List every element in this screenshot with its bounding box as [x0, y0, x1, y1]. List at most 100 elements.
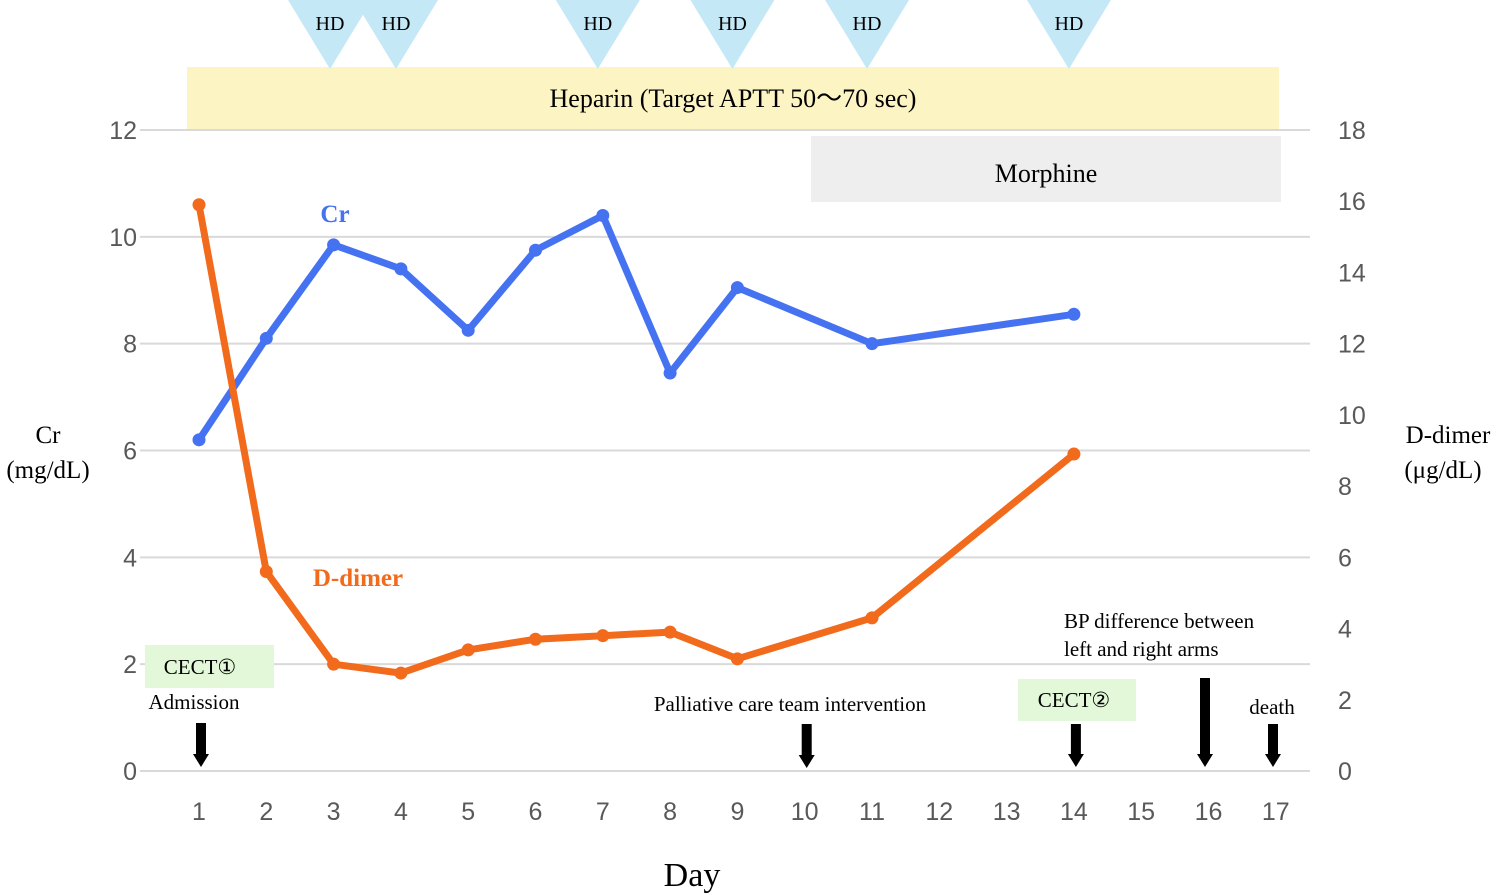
- y-left-label-line2: (mg/dL): [6, 457, 89, 484]
- y-left-tick-10: 10: [109, 224, 137, 252]
- event-label-bp-line2: left and right arms: [1064, 637, 1219, 661]
- point-cr-day-1: [192, 433, 206, 447]
- point-d-dimer-day-5: [461, 643, 475, 657]
- series-lines: Cr D-dimer: [192, 198, 1081, 680]
- x-tick-15: 15: [1127, 798, 1155, 826]
- y-right-tick-10: 10: [1338, 402, 1366, 430]
- y-left-label-line1: Cr: [36, 422, 62, 449]
- hd-label-6: HD: [1054, 13, 1083, 35]
- x-tick-7: 7: [596, 798, 610, 826]
- hd-label-4: HD: [718, 13, 747, 35]
- x-axis-title: Day: [664, 857, 721, 894]
- x-tick-11: 11: [859, 798, 885, 826]
- y-right-tick-12: 12: [1338, 331, 1366, 359]
- hd-markers: HD HD HD HD HD HD: [288, 0, 1111, 69]
- point-cr-day-2: [259, 331, 273, 345]
- point-cr-day-11: [865, 337, 879, 351]
- point-cr-day-5: [461, 323, 475, 337]
- y-left-tick-0: 0: [123, 758, 137, 786]
- cect-box-1: [145, 645, 274, 688]
- hd-label-5: HD: [853, 13, 882, 35]
- x-tick-13: 13: [993, 798, 1021, 826]
- point-cr-day-4: [394, 262, 408, 276]
- band-heparin: [187, 67, 1279, 129]
- event-arrow-day-17: [1265, 724, 1281, 767]
- cect-label-1: CECT①: [164, 655, 237, 679]
- point-d-dimer-day-11: [865, 611, 879, 625]
- point-cr-day-3: [327, 238, 341, 252]
- hd-label-1: HD: [316, 13, 345, 35]
- x-tick-3: 3: [327, 798, 341, 826]
- point-d-dimer-day-3: [327, 657, 341, 671]
- x-tick-4: 4: [394, 798, 408, 826]
- y-right-tick-6: 6: [1338, 544, 1352, 572]
- point-d-dimer-day-4: [394, 666, 408, 680]
- y-left-tick-2: 2: [123, 651, 137, 679]
- y-right-tick-2: 2: [1338, 687, 1352, 715]
- y-left-tick-12: 12: [109, 117, 137, 145]
- x-tick-8: 8: [663, 798, 677, 826]
- point-cr-day-9: [730, 281, 744, 295]
- y-right-label-line2: (μg/dL): [1404, 457, 1481, 484]
- y-right-tick-8: 8: [1338, 473, 1352, 501]
- point-d-dimer-day-1: [192, 198, 206, 212]
- hd-marker-4: [690, 0, 775, 69]
- point-d-dimer-day-9: [730, 652, 744, 666]
- hd-marker-3: [555, 0, 640, 69]
- event-arrow-day-16: [1197, 678, 1213, 767]
- hd-label-2: HD: [382, 13, 411, 35]
- point-cr-day-14: [1067, 307, 1081, 321]
- y-right-label-line1: D-dimer: [1406, 422, 1491, 449]
- x-tick-5: 5: [461, 798, 475, 826]
- right-axis-ticks: 0 2 4 6 8 10 12 14 16 18: [1338, 117, 1366, 786]
- therapy-bands: Heparin (Target APTT 50～70 sec) Morphine: [187, 67, 1281, 202]
- y-right-tick-14: 14: [1338, 259, 1366, 287]
- event-arrow-day-10: [798, 724, 815, 768]
- x-tick-2: 2: [259, 798, 273, 826]
- y-right-tick-4: 4: [1338, 616, 1352, 644]
- x-tick-14: 14: [1060, 798, 1088, 826]
- point-d-dimer-day-14: [1067, 447, 1081, 461]
- cect-box-2: [1018, 679, 1136, 721]
- hd-marker-2: [354, 0, 438, 69]
- x-tick-10: 10: [791, 798, 819, 826]
- x-tick-16: 16: [1195, 798, 1223, 826]
- series-label-d-dimer: D-dimer: [313, 565, 403, 592]
- y-left-tick-6: 6: [123, 438, 137, 466]
- event-label-death: death: [1249, 695, 1295, 719]
- x-tick-12: 12: [925, 798, 953, 826]
- event-label-palliative-care-team-intervention: Palliative care team intervention: [654, 692, 927, 716]
- grid-lines: [140, 129, 1310, 772]
- hd-label-3: HD: [583, 13, 612, 35]
- event-annotations: Admission Palliative care team interventi…: [145, 609, 1295, 768]
- point-cr-day-8: [663, 366, 677, 380]
- point-d-dimer-day-2: [259, 565, 273, 579]
- x-tick-17: 17: [1262, 798, 1290, 826]
- series-line-d-dimer: [195, 201, 1078, 677]
- y-left-tick-4: 4: [123, 544, 137, 572]
- hd-marker-1: [288, 0, 372, 69]
- band-morphine: [811, 136, 1281, 202]
- hd-marker-6: [1026, 0, 1111, 69]
- hd-marker-5: [825, 0, 909, 69]
- y-right-tick-16: 16: [1338, 188, 1366, 216]
- x-tick-6: 6: [529, 798, 543, 826]
- point-d-dimer-day-6: [529, 632, 542, 646]
- point-cr-day-6: [529, 243, 542, 257]
- x-tick-9: 9: [730, 798, 744, 826]
- point-d-dimer-day-8: [663, 625, 677, 639]
- cect-label-2: CECT②: [1038, 688, 1111, 712]
- y-right-tick-18: 18: [1338, 117, 1366, 145]
- event-arrow-day-14: [1067, 724, 1084, 767]
- point-cr-day-7: [596, 208, 610, 222]
- x-tick-1: 1: [192, 798, 206, 826]
- band-label-heparin: Heparin (Target APTT 50～70 sec): [550, 84, 917, 113]
- series-label-cr: Cr: [320, 201, 349, 228]
- x-axis-ticks: 1 2 3 4 5 6 7 8 9 10 11 12 13 14 15 16 17: [192, 798, 1290, 826]
- left-axis-ticks: 0 2 4 6 8 10 12: [109, 117, 137, 786]
- y-right-tick-0: 0: [1338, 758, 1352, 786]
- event-arrow-day-1: [193, 723, 209, 767]
- event-label-admission: Admission: [148, 690, 240, 714]
- y-left-tick-8: 8: [123, 331, 137, 359]
